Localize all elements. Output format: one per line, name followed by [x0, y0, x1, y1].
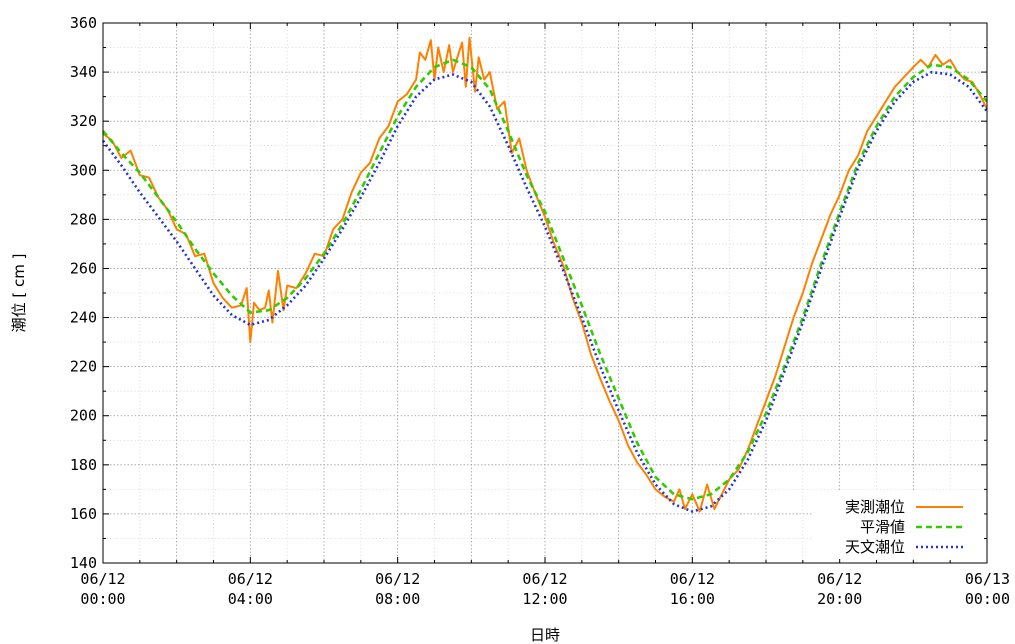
tick-labels: 140 160 180 200 220 240 260 280 300 320 340 360 06/1…: [70, 14, 1010, 608]
legend-label: 天文潮位: [845, 538, 905, 556]
x-tick-date-label: 06/12: [817, 570, 862, 588]
x-axis-title: 日時: [530, 626, 560, 644]
x-tick-date-label: 06/12: [670, 570, 715, 588]
y-tick-label: 260: [70, 259, 97, 277]
legend-label: 平滑値: [860, 518, 905, 536]
y-tick-label: 280: [70, 210, 97, 228]
y-tick-label: 300: [70, 161, 97, 179]
y-tick-label: 320: [70, 112, 97, 130]
y-tick-label: 220: [70, 358, 97, 376]
x-tick-time-label: 04:00: [228, 590, 273, 608]
y-tick-label: 200: [70, 407, 97, 425]
x-tick-time-label: 12:00: [522, 590, 567, 608]
legend-label: 実測潮位: [845, 498, 905, 516]
x-tick-time-label: 08:00: [375, 590, 420, 608]
y-tick-label: 360: [70, 14, 97, 32]
x-tick-time-label: 20:00: [817, 590, 862, 608]
series-layer: [101, 36, 989, 513]
x-tick-date-label: 06/13: [965, 570, 1010, 588]
y-tick-label: 180: [70, 456, 97, 474]
x-tick-time-label: 00:00: [965, 590, 1010, 608]
y-tick-label: 160: [70, 505, 97, 523]
series-line-2: [102, 58, 988, 501]
y-tick-label: 140: [70, 554, 97, 572]
x-tick-time-label: 16:00: [670, 590, 715, 608]
x-tick-date-label: 06/12: [80, 570, 125, 588]
grid: [103, 23, 987, 563]
x-tick-date-label: 06/12: [522, 570, 567, 588]
y-tick-label: 240: [70, 309, 97, 327]
y-tick-label: 340: [70, 63, 97, 81]
series-line-3: [101, 70, 989, 513]
x-tick-date-label: 06/12: [375, 570, 420, 588]
y-axis-title: 潮位 [ cm ]: [10, 254, 28, 333]
x-tick-date-label: 06/12: [228, 570, 273, 588]
x-tick-time-label: 00:00: [80, 590, 125, 608]
legend-background: [812, 491, 984, 559]
